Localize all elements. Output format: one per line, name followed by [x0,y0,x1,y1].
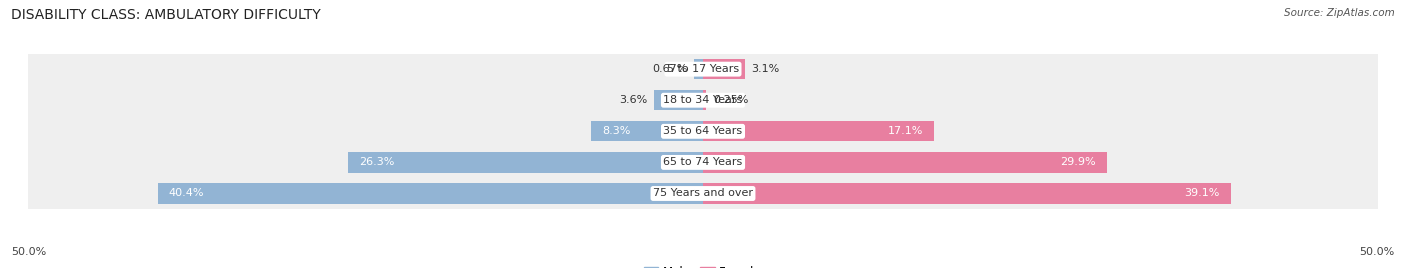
Bar [703,59,745,79]
Text: 65 to 74 Years: 65 to 74 Years [664,157,742,168]
Text: DISABILITY CLASS: AMBULATORY DIFFICULTY: DISABILITY CLASS: AMBULATORY DIFFICULTY [11,8,321,22]
Text: 0.25%: 0.25% [713,95,748,105]
Text: 3.1%: 3.1% [752,64,780,74]
Bar [349,152,703,173]
Bar [703,90,706,110]
Bar [28,147,1378,178]
Bar [654,90,703,110]
Text: 39.1%: 39.1% [1185,188,1220,199]
Text: 50.0%: 50.0% [1360,247,1395,257]
Text: 75 Years and over: 75 Years and over [652,188,754,199]
Bar [28,85,1378,116]
Bar [591,121,703,142]
Bar [28,116,1378,147]
Text: 0.67%: 0.67% [652,64,688,74]
Text: 29.9%: 29.9% [1060,157,1095,168]
Legend: Male, Female: Male, Female [640,262,766,268]
Text: 18 to 34 Years: 18 to 34 Years [664,95,742,105]
Text: 50.0%: 50.0% [11,247,46,257]
Bar [703,183,1230,204]
Bar [703,121,934,142]
Bar [703,152,1107,173]
Text: Source: ZipAtlas.com: Source: ZipAtlas.com [1284,8,1395,18]
Text: 35 to 64 Years: 35 to 64 Years [664,126,742,136]
Text: 17.1%: 17.1% [887,126,922,136]
Text: 8.3%: 8.3% [602,126,630,136]
Bar [28,178,1378,209]
Bar [157,183,703,204]
Bar [695,59,703,79]
Text: 3.6%: 3.6% [620,95,648,105]
Text: 5 to 17 Years: 5 to 17 Years [666,64,740,74]
Text: 26.3%: 26.3% [359,157,394,168]
Bar [28,54,1378,85]
Text: 40.4%: 40.4% [169,188,204,199]
